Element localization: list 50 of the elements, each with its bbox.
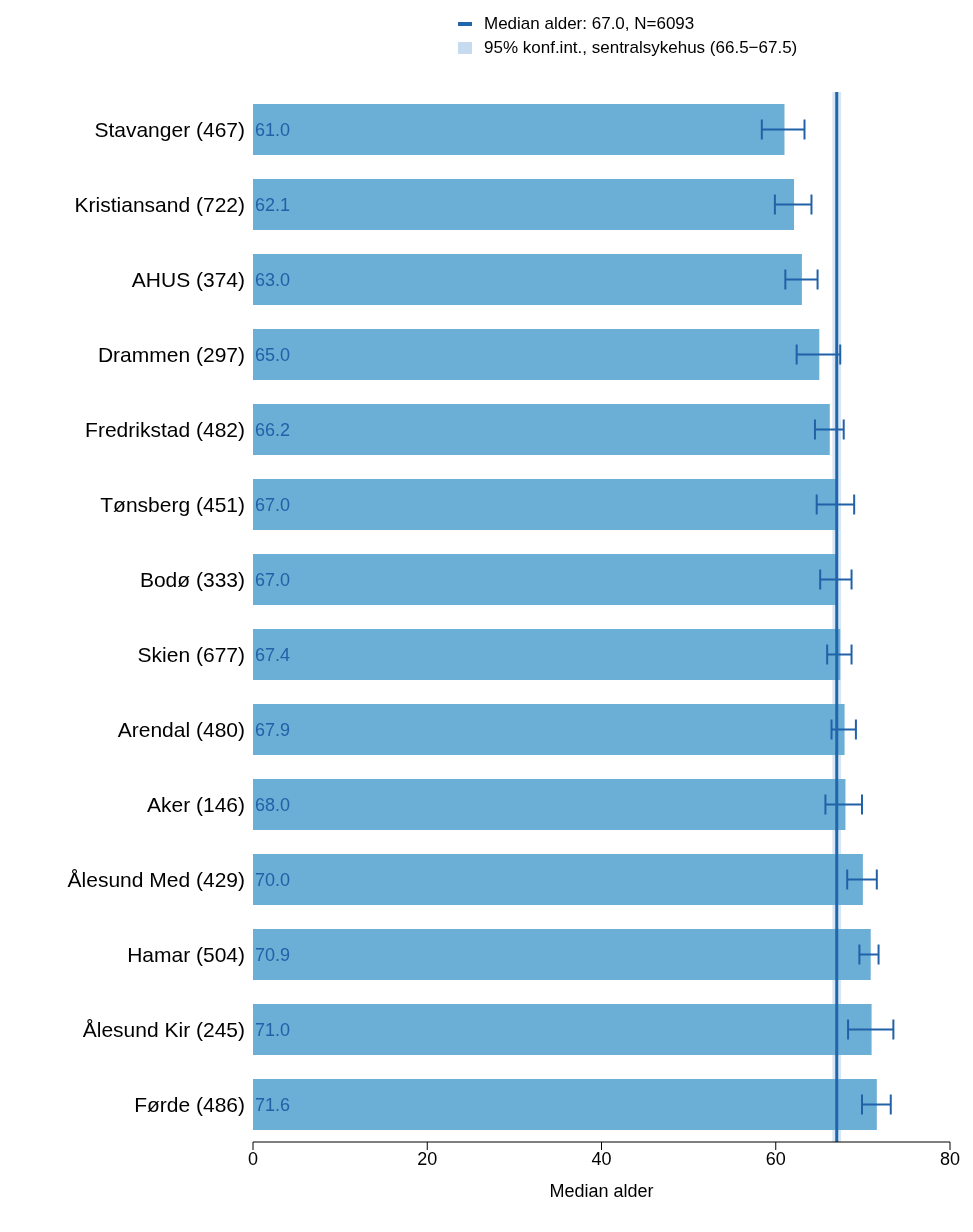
legend-label: Median alder: 67.0, N=6093 <box>484 14 695 34</box>
y-tick-label: Ålesund Kir (245) <box>82 1017 245 1041</box>
x-tick-label: 80 <box>939 1148 961 1169</box>
data-label: 63.0 <box>255 269 291 290</box>
bar <box>253 929 871 980</box>
y-tick-label: Bodø (333) <box>139 567 245 591</box>
bar <box>253 404 830 455</box>
bar <box>253 104 785 155</box>
bar <box>253 479 837 530</box>
data-label: 71.6 <box>255 1094 291 1115</box>
data-label: 70.9 <box>255 944 291 965</box>
data-label: 67.0 <box>255 494 291 515</box>
y-tick-label: Arendal (480) <box>117 717 245 741</box>
data-label: 62.1 <box>255 194 291 215</box>
bar <box>253 329 820 380</box>
y-tick-label: Drammen (297) <box>97 342 245 366</box>
data-label: 67.0 <box>255 569 291 590</box>
data-label: 71.0 <box>255 1019 291 1040</box>
x-tick-label: 40 <box>591 1148 612 1169</box>
bar <box>253 1079 877 1130</box>
bar <box>253 629 841 680</box>
x-tick-label: 60 <box>765 1148 786 1169</box>
x-axis-title: Median alder <box>549 1180 654 1201</box>
bar <box>253 1004 872 1055</box>
bar <box>253 554 837 605</box>
y-tick-label: Førde (486) <box>134 1092 245 1116</box>
data-label: 67.4 <box>255 644 291 665</box>
data-label: 67.9 <box>255 719 291 740</box>
y-tick-label: Tønsberg (451) <box>100 492 245 516</box>
bar <box>253 254 802 305</box>
y-tick-label: Skien (677) <box>137 642 245 666</box>
data-label: 65.0 <box>255 344 291 365</box>
y-tick-label: Aker (146) <box>146 792 245 816</box>
x-tick-label: 20 <box>417 1148 438 1169</box>
data-label: 66.2 <box>255 419 291 440</box>
bar <box>253 854 863 905</box>
y-tick-label: Fredrikstad (482) <box>85 417 245 441</box>
y-tick-label: AHUS (374) <box>131 267 245 291</box>
x-tick-label: 0 <box>247 1148 259 1169</box>
y-tick-label: Stavanger (467) <box>94 117 245 141</box>
bar <box>253 779 846 830</box>
y-tick-label: Hamar (504) <box>127 942 245 966</box>
y-tick-label: Kristiansand (722) <box>74 192 245 216</box>
legend-label: 95% konf.int., sentralsykehus (66.5−67.5) <box>484 38 798 58</box>
data-label: 70.0 <box>255 869 291 890</box>
y-tick-label: Ålesund Med (429) <box>67 867 245 891</box>
bar <box>253 704 845 755</box>
data-label: 68.0 <box>255 794 291 815</box>
data-label: 61.0 <box>255 119 291 140</box>
bar <box>253 179 795 230</box>
